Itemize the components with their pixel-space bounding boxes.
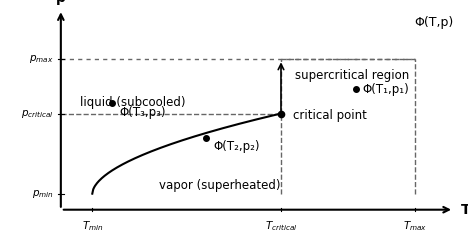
- Text: $T_{min}$: $T_{min}$: [81, 219, 103, 233]
- Text: Φ(T₁,p₁): Φ(T₁,p₁): [363, 83, 410, 96]
- Text: Φ(T₂,p₂): Φ(T₂,p₂): [213, 140, 260, 153]
- Text: critical point: critical point: [292, 109, 366, 122]
- Text: $p_{min}$: $p_{min}$: [32, 188, 54, 200]
- Text: Φ(T,p): Φ(T,p): [415, 16, 454, 29]
- Text: $T_{max}$: $T_{max}$: [402, 219, 427, 233]
- Text: supercritical region: supercritical region: [295, 69, 410, 82]
- Text: $p_{critical}$: $p_{critical}$: [21, 107, 54, 120]
- Text: vapor (superheated): vapor (superheated): [159, 179, 281, 192]
- Text: Φ(T₃,p₃): Φ(T₃,p₃): [119, 106, 166, 119]
- Text: $p_{max}$: $p_{max}$: [29, 53, 54, 65]
- Text: T: T: [461, 203, 468, 217]
- Text: p: p: [56, 0, 66, 5]
- Text: $T_{critical}$: $T_{critical}$: [265, 219, 297, 233]
- Text: liquid (subcooled): liquid (subcooled): [80, 96, 186, 109]
